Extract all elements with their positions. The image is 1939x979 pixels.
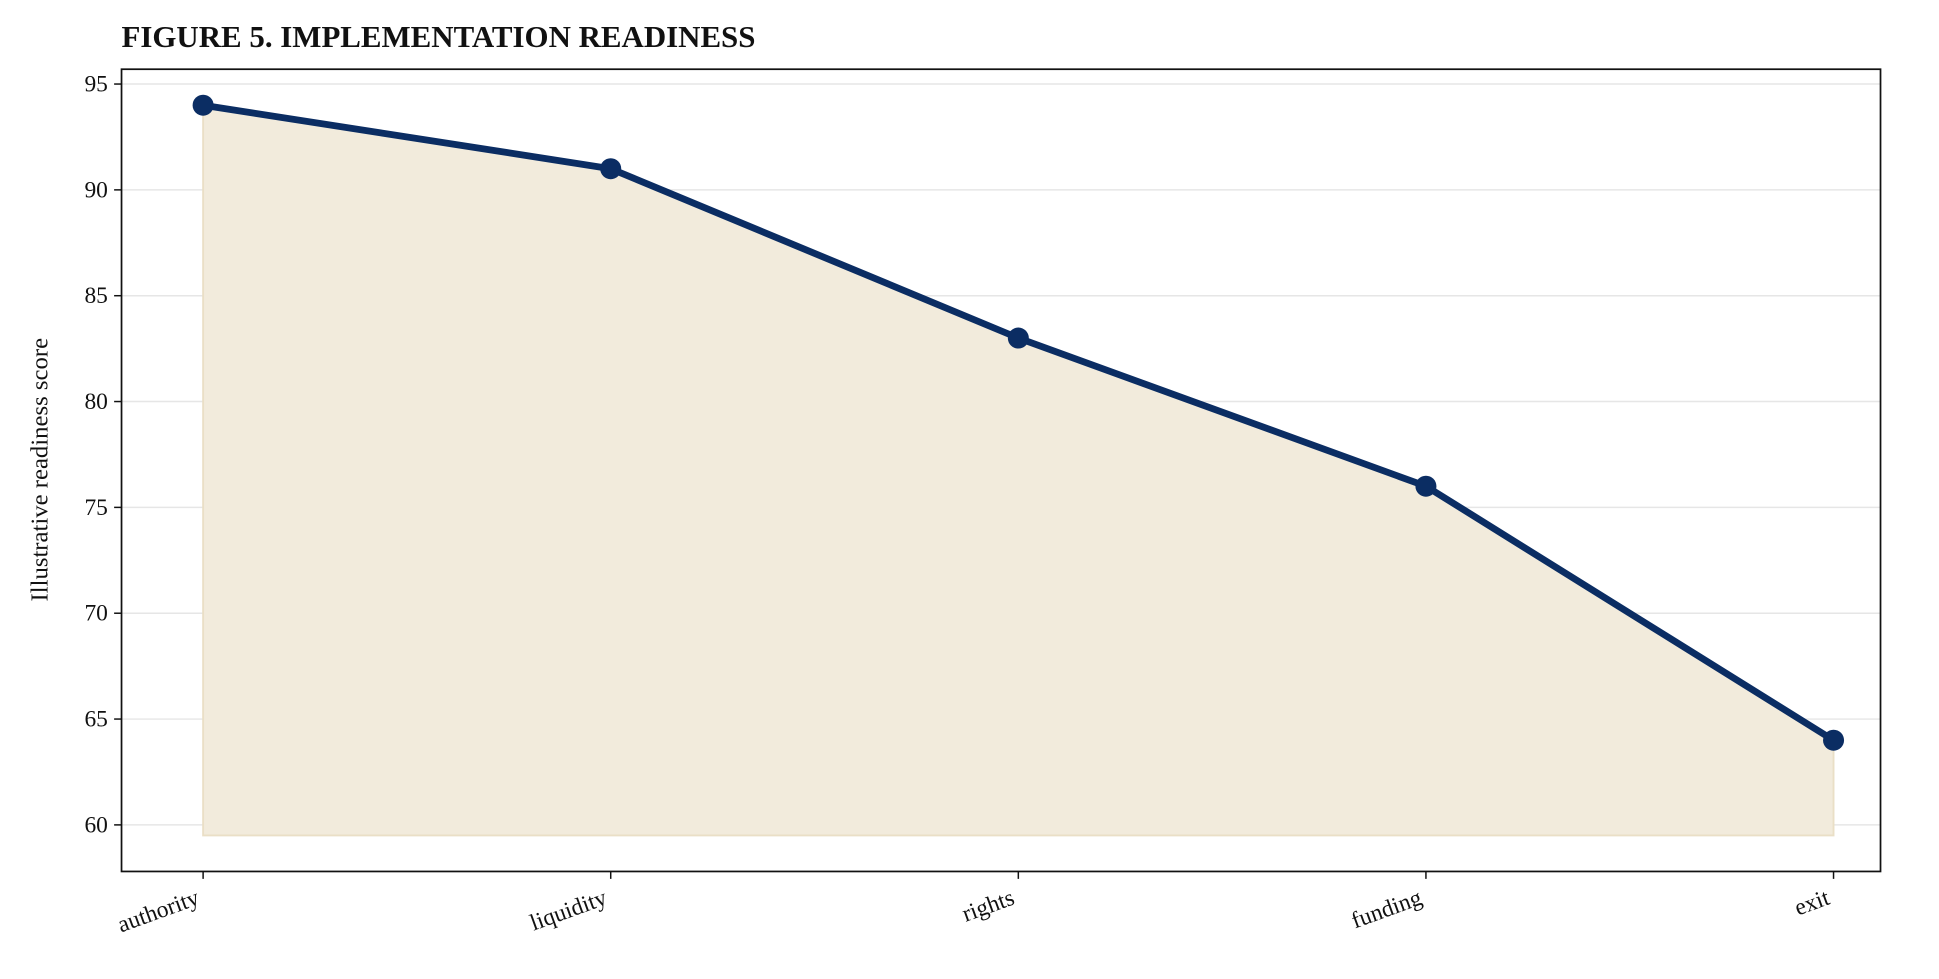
x-tick-label: exit bbox=[1791, 885, 1833, 922]
x-tick-label: funding bbox=[1348, 885, 1426, 934]
chart-title: FIGURE 5. IMPLEMENTATION READINESS bbox=[122, 19, 756, 54]
x-tick-label: authority bbox=[114, 885, 203, 939]
y-tick-label: 85 bbox=[84, 283, 107, 309]
point bbox=[1007, 327, 1029, 349]
y-tick-label: 75 bbox=[84, 495, 107, 521]
point bbox=[1415, 475, 1437, 497]
x-tick-label: liquidity bbox=[527, 885, 611, 937]
area bbox=[202, 104, 1835, 837]
point bbox=[1823, 729, 1845, 751]
y-tick-label: 60 bbox=[84, 812, 107, 838]
axes-frame bbox=[120, 68, 1882, 873]
y-tick-label: 65 bbox=[84, 706, 107, 732]
point bbox=[192, 94, 214, 116]
y-tick-label: 80 bbox=[84, 389, 107, 415]
y-tick-label: 95 bbox=[84, 71, 107, 97]
plot-area bbox=[192, 94, 1845, 837]
y-tick-label: 70 bbox=[84, 601, 107, 627]
y-axis-label: Illustrative readiness score bbox=[26, 338, 53, 602]
x-tick-label: rights bbox=[959, 885, 1018, 928]
point bbox=[600, 158, 622, 180]
y-tick-label: 90 bbox=[84, 177, 107, 203]
